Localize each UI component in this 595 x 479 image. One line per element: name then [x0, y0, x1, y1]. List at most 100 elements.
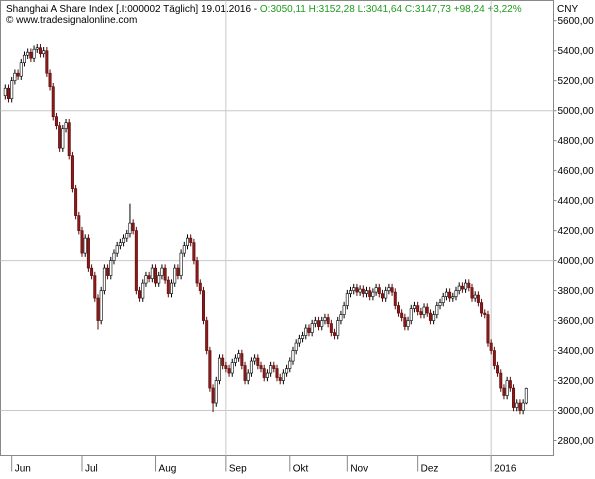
candle-body	[160, 267, 164, 276]
y-tick-label: 5200,00	[558, 76, 595, 87]
candle-body	[499, 372, 503, 389]
candle-body	[464, 282, 468, 290]
candle-body	[6, 87, 10, 99]
candle-body	[275, 368, 279, 378]
candle-body	[480, 302, 484, 314]
candle-body	[396, 305, 400, 314]
candle-body	[406, 320, 410, 327]
candle-body	[483, 312, 487, 315]
candle-body	[246, 372, 250, 381]
candle-body	[518, 402, 522, 411]
chart-title: Shanghai A Share Index [.I:000002 Täglic…	[6, 4, 522, 15]
y-tick-label: 3400,00	[558, 346, 595, 357]
candle-body	[42, 50, 46, 55]
candle-body	[249, 360, 253, 374]
y-tick-label: 4400,00	[558, 196, 595, 207]
candle-body	[35, 47, 39, 50]
candle-body	[393, 291, 397, 306]
candle-body	[29, 51, 33, 59]
x-tick-label: Dez	[421, 464, 439, 475]
candle-body	[179, 252, 183, 276]
y-tick-label: 3200,00	[558, 376, 595, 387]
y-tick-label: 3000,00	[558, 406, 595, 417]
grid	[0, 0, 554, 456]
candle-body	[416, 305, 420, 312]
candle-body	[317, 320, 321, 327]
candle-body	[460, 285, 464, 290]
y-tick-label: 3600,00	[558, 316, 595, 327]
candle-body	[61, 128, 65, 149]
x-tick-label: Aug	[159, 464, 177, 475]
candle-body	[230, 362, 234, 374]
candle-body	[365, 290, 369, 294]
candle-body	[435, 305, 439, 315]
candle-body	[355, 287, 359, 293]
candle-body	[138, 290, 142, 299]
candle-body	[106, 267, 110, 276]
candle-body	[384, 290, 388, 299]
candle-body	[345, 293, 349, 306]
candle-body	[390, 287, 394, 293]
candle-body	[313, 320, 317, 324]
candle-body	[125, 233, 129, 239]
candle-body	[51, 86, 55, 117]
candle-body	[99, 290, 103, 321]
candle-body	[358, 288, 362, 293]
candle-body	[425, 306, 429, 314]
title: Shanghai A Share Index [.I:000002 Täglic…	[6, 4, 257, 15]
candle-body	[67, 122, 71, 156]
x-tick-label: Jul	[85, 464, 98, 475]
x-tick-label: Nov	[350, 464, 368, 475]
candle-body	[524, 388, 528, 404]
candle-body	[512, 387, 516, 408]
candle-body	[112, 252, 116, 261]
candle-body	[496, 365, 500, 374]
candle-body	[508, 380, 512, 389]
candle-body	[166, 279, 170, 294]
candle-body	[380, 293, 384, 299]
candle-body	[201, 290, 205, 321]
candle-body	[45, 50, 49, 74]
source: © www.tradesignalonline.com	[6, 15, 137, 26]
candle-body	[294, 342, 298, 351]
candle-body	[281, 372, 285, 381]
candle-body	[291, 350, 295, 362]
candle-body	[195, 260, 199, 284]
candle-body	[259, 365, 263, 369]
candle-body	[269, 365, 273, 374]
y-tick-label: 4600,00	[558, 166, 595, 177]
candle-body	[438, 302, 442, 306]
candle-body	[147, 275, 151, 279]
candle-body	[457, 285, 461, 291]
candle-body	[102, 267, 106, 291]
candle-body	[441, 296, 445, 303]
candle-body	[320, 320, 324, 327]
candle-body	[387, 287, 391, 291]
candle-body	[3, 87, 7, 96]
candle-body	[515, 402, 519, 408]
candle-body	[224, 365, 228, 369]
candle-body	[476, 294, 480, 303]
y-tick-label: 4200,00	[558, 226, 595, 237]
candle-body	[409, 308, 413, 321]
candle-body	[432, 314, 436, 321]
candle-body	[422, 306, 426, 315]
candle-body	[349, 290, 353, 294]
candle-body	[205, 320, 209, 351]
candle-body	[217, 357, 221, 381]
candle-body	[333, 332, 337, 336]
candle-body	[451, 296, 455, 299]
candle-body	[361, 288, 365, 294]
candle-body	[374, 287, 378, 293]
candle-body	[214, 380, 218, 404]
x-tick-label: 2016	[494, 464, 517, 475]
candle-body	[329, 323, 333, 333]
plot-frame	[0, 0, 554, 456]
candle-body	[253, 357, 257, 362]
candle-body	[489, 342, 493, 351]
candle-body	[505, 380, 509, 396]
candle-body	[412, 305, 416, 309]
candle-body	[96, 297, 100, 321]
y-tick-label: 3800,00	[558, 286, 595, 297]
candle-body	[93, 275, 97, 299]
